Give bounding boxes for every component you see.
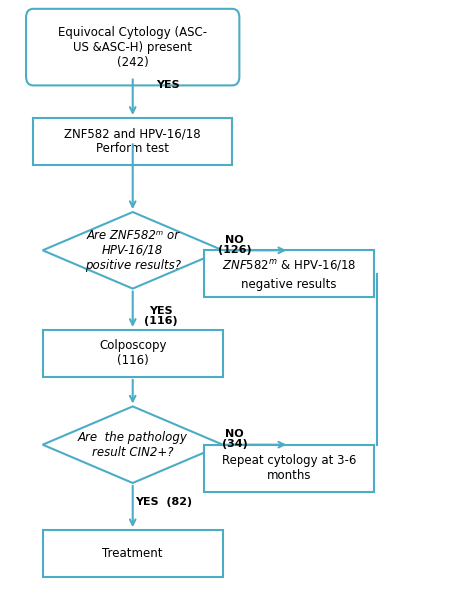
Polygon shape: [43, 406, 223, 483]
Text: (34): (34): [222, 439, 247, 449]
Text: (116): (116): [145, 316, 178, 326]
Text: Colposcopy
(116): Colposcopy (116): [99, 339, 166, 368]
Text: Treatment: Treatment: [102, 547, 163, 560]
Text: (126): (126): [218, 245, 251, 254]
Text: YES: YES: [149, 306, 173, 316]
Text: YES: YES: [156, 81, 180, 90]
Text: NO: NO: [225, 235, 244, 244]
Text: $\it{ZNF582^m}$ & HPV-16/18: $\it{ZNF582^m}$ & HPV-16/18: [222, 257, 356, 273]
FancyBboxPatch shape: [26, 9, 239, 85]
Text: Equivocal Cytology (ASC-
US &ASC-H) present
(242): Equivocal Cytology (ASC- US &ASC-H) pres…: [58, 25, 207, 69]
Text: Repeat cytology at 3-6
months: Repeat cytology at 3-6 months: [222, 454, 356, 482]
Text: ZNF582 and HPV-16/18
Perform test: ZNF582 and HPV-16/18 Perform test: [64, 127, 201, 155]
Text: negative results: negative results: [241, 278, 337, 291]
Text: YES  (82): YES (82): [135, 497, 192, 507]
FancyBboxPatch shape: [33, 118, 232, 165]
FancyBboxPatch shape: [43, 330, 223, 377]
FancyBboxPatch shape: [204, 445, 374, 492]
Text: NO: NO: [225, 429, 244, 439]
Text: Are ZNF582ᵐ or
HPV-16/18
positive results?: Are ZNF582ᵐ or HPV-16/18 positive result…: [85, 229, 181, 272]
Text: Are  the pathology
result CIN2+?: Are the pathology result CIN2+?: [78, 431, 188, 459]
FancyBboxPatch shape: [204, 250, 374, 297]
Polygon shape: [43, 212, 223, 289]
FancyBboxPatch shape: [43, 530, 223, 577]
